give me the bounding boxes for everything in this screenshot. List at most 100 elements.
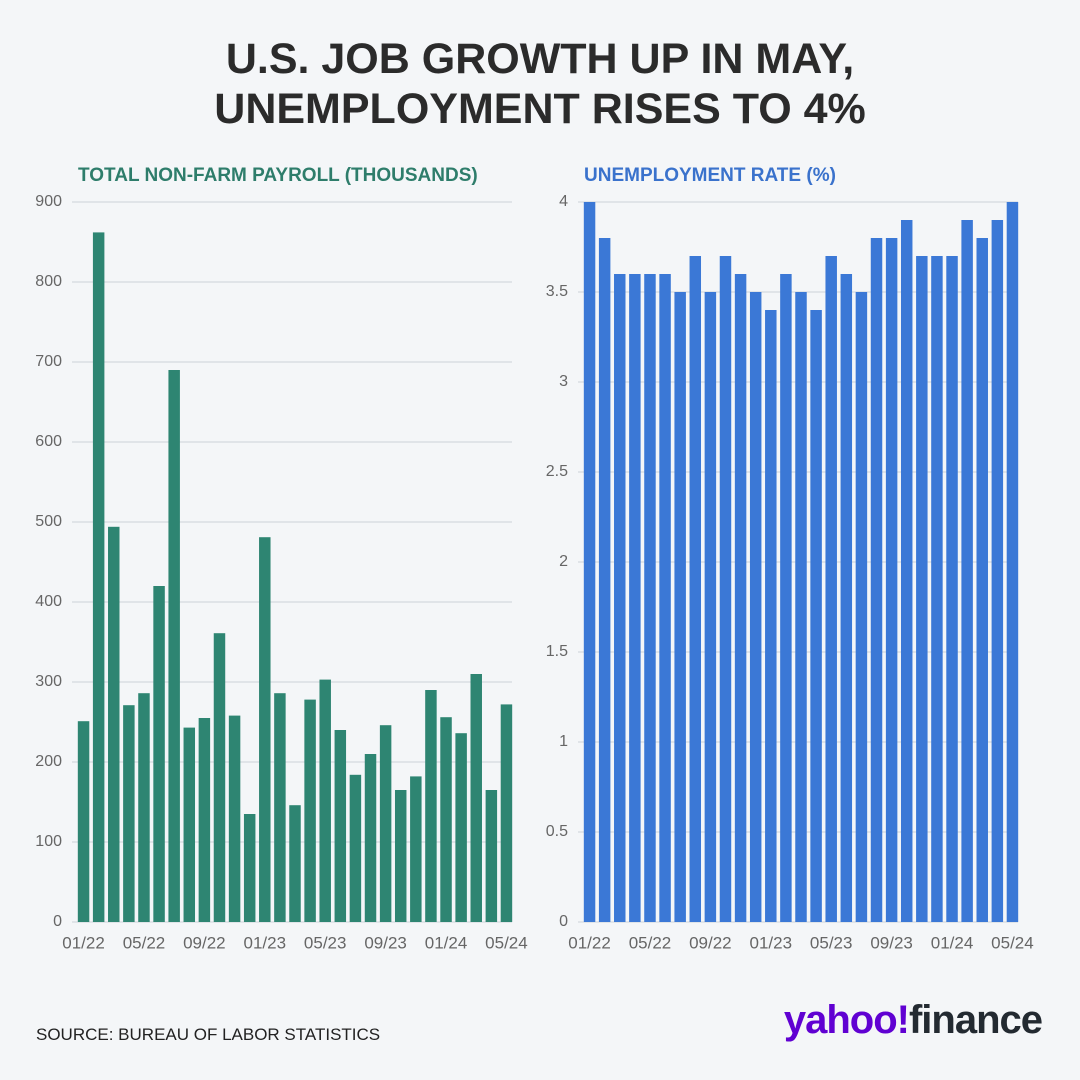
logo-product: finance bbox=[908, 998, 1043, 1042]
x-tick-label: 09/22 bbox=[183, 933, 226, 952]
y-tick-label: 700 bbox=[35, 353, 62, 370]
bar bbox=[379, 725, 392, 922]
bar bbox=[976, 238, 988, 922]
bar bbox=[704, 292, 717, 922]
logo-brand: yahoo! bbox=[783, 998, 910, 1042]
bar bbox=[659, 274, 671, 922]
y-tick-label: 100 bbox=[35, 833, 62, 850]
bar bbox=[991, 220, 1004, 922]
y-tick-label: 1 bbox=[559, 733, 568, 750]
bar bbox=[410, 776, 422, 922]
x-tick-label: 05/23 bbox=[304, 933, 347, 952]
y-tick-label: 0 bbox=[53, 913, 62, 930]
bar bbox=[183, 727, 196, 922]
y-tick-label: 400 bbox=[35, 593, 62, 610]
x-tick-label: 01/22 bbox=[568, 933, 611, 952]
x-tick-label: 09/23 bbox=[364, 933, 407, 952]
x-tick-label: 01/23 bbox=[244, 933, 287, 952]
main-title: U.S. JOB GROWTH UP IN MAY, UNEMPLOYMENT … bbox=[214, 35, 866, 133]
bar bbox=[870, 238, 883, 922]
bar bbox=[153, 586, 165, 922]
bar bbox=[916, 256, 928, 922]
bar bbox=[394, 790, 407, 922]
bar bbox=[719, 256, 732, 922]
y-tick-label: 1.5 bbox=[546, 643, 568, 660]
x-tick-label: 05/23 bbox=[810, 933, 853, 952]
bar bbox=[946, 256, 958, 922]
chart-title: UNEMPLOYMENT RATE (%) bbox=[584, 165, 836, 186]
bar bbox=[810, 310, 822, 922]
bar bbox=[780, 274, 792, 922]
bar bbox=[734, 274, 747, 922]
y-tick-label: 0 bbox=[559, 913, 568, 930]
x-tick-label: 01/23 bbox=[750, 933, 793, 952]
bar bbox=[274, 693, 286, 922]
x-tick-label: 09/23 bbox=[870, 933, 913, 952]
logo: yahoo!finance bbox=[783, 998, 1043, 1043]
bar bbox=[1006, 202, 1019, 922]
bar bbox=[228, 715, 241, 922]
x-tick-label: 05/24 bbox=[485, 933, 528, 952]
bar bbox=[583, 202, 596, 922]
bar bbox=[840, 274, 853, 922]
bar bbox=[243, 814, 256, 922]
x-tick-label: 05/24 bbox=[991, 933, 1034, 952]
bar bbox=[470, 674, 482, 922]
bar bbox=[168, 370, 180, 922]
bar bbox=[614, 274, 626, 922]
bar bbox=[674, 292, 686, 922]
bar bbox=[689, 256, 702, 922]
bar bbox=[500, 704, 513, 922]
bar bbox=[455, 733, 467, 922]
bar bbox=[108, 526, 120, 922]
bar bbox=[77, 721, 90, 922]
y-tick-label: 2 bbox=[559, 553, 568, 570]
bar bbox=[961, 220, 973, 922]
y-tick-label: 500 bbox=[35, 513, 62, 530]
bar bbox=[485, 790, 498, 922]
bar bbox=[198, 718, 211, 922]
bar bbox=[825, 256, 837, 922]
bar bbox=[900, 220, 913, 922]
bar bbox=[123, 705, 135, 922]
bar bbox=[931, 256, 943, 922]
bar bbox=[259, 537, 271, 922]
bar bbox=[885, 238, 898, 922]
bar bbox=[598, 238, 611, 922]
bar bbox=[319, 679, 331, 922]
bar bbox=[629, 274, 641, 922]
bar bbox=[349, 774, 362, 922]
bar bbox=[92, 232, 105, 922]
bar bbox=[213, 633, 226, 922]
y-tick-label: 800 bbox=[35, 273, 62, 290]
bar bbox=[364, 754, 377, 922]
y-tick-label: 300 bbox=[35, 673, 62, 690]
y-tick-label: 4 bbox=[559, 193, 568, 210]
bar bbox=[440, 717, 452, 922]
bar bbox=[334, 730, 347, 922]
bar bbox=[765, 310, 777, 922]
bar bbox=[138, 693, 150, 922]
x-tick-label: 05/22 bbox=[629, 933, 672, 952]
x-tick-label: 09/22 bbox=[689, 933, 732, 952]
bar bbox=[855, 292, 868, 922]
bar bbox=[644, 274, 656, 922]
bar bbox=[289, 805, 301, 922]
y-tick-label: 900 bbox=[35, 193, 62, 210]
x-tick-label: 01/24 bbox=[931, 933, 974, 952]
bar bbox=[425, 690, 437, 922]
y-tick-label: 3.5 bbox=[546, 283, 568, 300]
y-tick-label: 0.5 bbox=[546, 823, 568, 840]
chart-title: TOTAL NON-FARM PAYROLL (THOUSANDS) bbox=[78, 165, 478, 186]
x-tick-label: 01/22 bbox=[62, 933, 105, 952]
bar bbox=[749, 292, 762, 922]
source: SOURCE: BUREAU OF LABOR STATISTICS bbox=[36, 1025, 381, 1044]
y-tick-label: 3 bbox=[559, 373, 568, 390]
x-tick-label: 01/24 bbox=[425, 933, 468, 952]
x-tick-label: 05/22 bbox=[123, 933, 166, 952]
y-tick-label: 600 bbox=[35, 433, 62, 450]
bar bbox=[795, 292, 807, 922]
y-tick-label: 200 bbox=[35, 753, 62, 770]
